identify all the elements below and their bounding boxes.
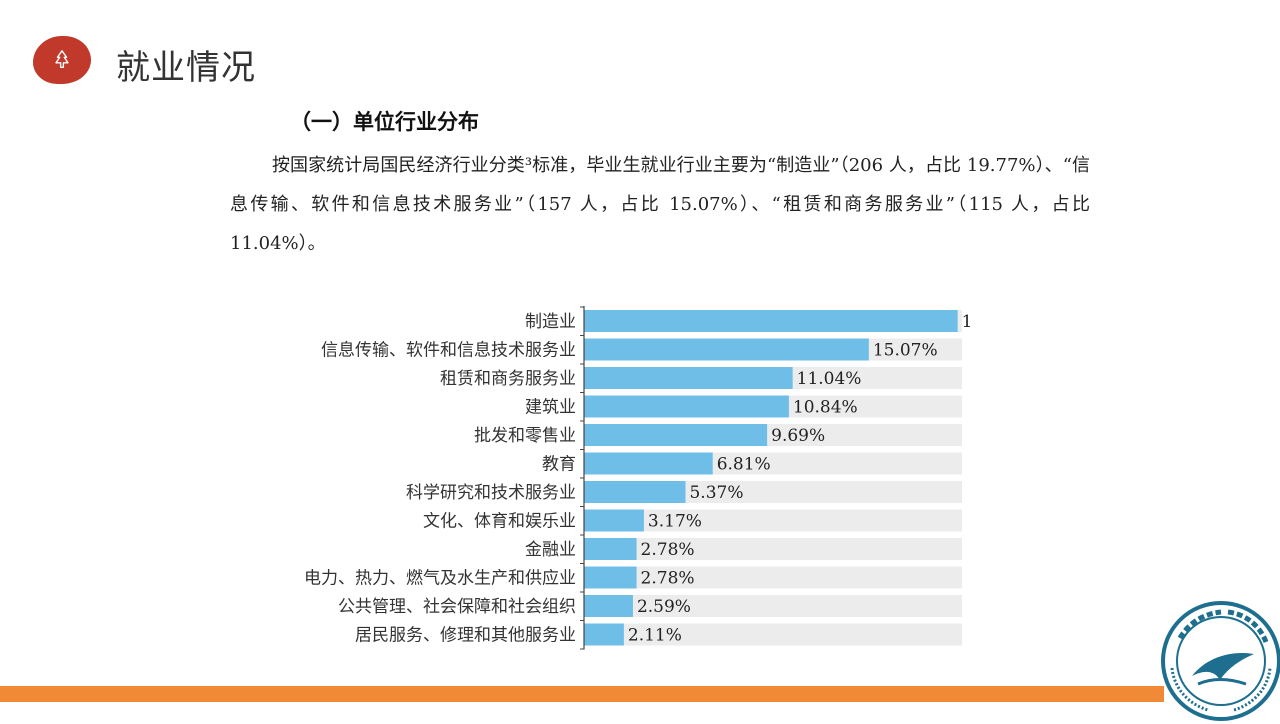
bar [584,367,793,389]
bottom-accent-bar [0,686,1164,702]
category-label: 教育 [542,455,576,475]
category-label: 建筑业 [525,398,576,418]
data-label: 3.17% [648,512,702,532]
bar [584,338,869,361]
section-heading: （一）单位行业分布 [290,109,479,134]
chart-svg: 制造业 19.77% 信息传输、软件和信息技术服务业 15.07% 租赁和商务服务业 11… [304,306,1026,650]
category-label: 公共管理、社会保障和社会组织 [338,597,576,617]
bar-track [584,509,962,532]
category-label: 信息传输、软件和信息技术服务业 [321,341,576,361]
bar [584,595,633,617]
category-label: 电力、热力、燃气及水生产和供应业 [304,569,576,589]
data-label: 2.59% [637,597,691,617]
data-label: 15.07% [873,341,938,361]
category-label: 居民服务、修理和其他服务业 [355,626,576,646]
bar-track [584,538,962,560]
data-label: 2.78% [641,569,695,589]
data-label: 2.78% [641,540,695,560]
data-label: 5.37% [689,483,743,503]
data-label: 9.69% [771,426,825,446]
tree-icon [55,50,69,69]
bar-track [584,595,962,617]
data-label: 11.04% [797,369,862,389]
category-label: 制造业 [525,312,576,332]
data-label: 10.84% [793,398,858,418]
bar [584,424,768,446]
category-label: 文化、体育和娱乐业 [423,512,576,532]
bar [584,395,789,418]
category-label: 科学研究和技术服务业 [406,483,576,503]
category-label: 租赁和商务服务业 [440,369,576,389]
bar [584,538,637,560]
bar [584,509,644,532]
data-label: 19.77% [962,312,970,332]
bar [584,481,686,503]
section-paragraph: 按国家统计局国民经济行业分类³标准，毕业生就业行业主要为“制造业”（206 人，… [230,155,1090,254]
page-title: 就业情况 [116,48,256,88]
bar-track [584,566,962,589]
category-label: 批发和零售业 [474,426,576,446]
industry-bar-chart: 制造业 19.77% 信息传输、软件和信息技术服务业 15.07% 租赁和商务服务业 11… [230,300,1026,660]
data-label: 2.11% [628,626,682,646]
bar-track [584,623,962,646]
bar [584,452,713,475]
category-label: 金融业 [525,540,576,560]
bar [584,310,958,332]
bar [584,623,624,646]
section-badge [33,36,91,84]
data-label: 6.81% [717,455,771,475]
university-logo [1161,601,1280,721]
bar [584,566,637,589]
